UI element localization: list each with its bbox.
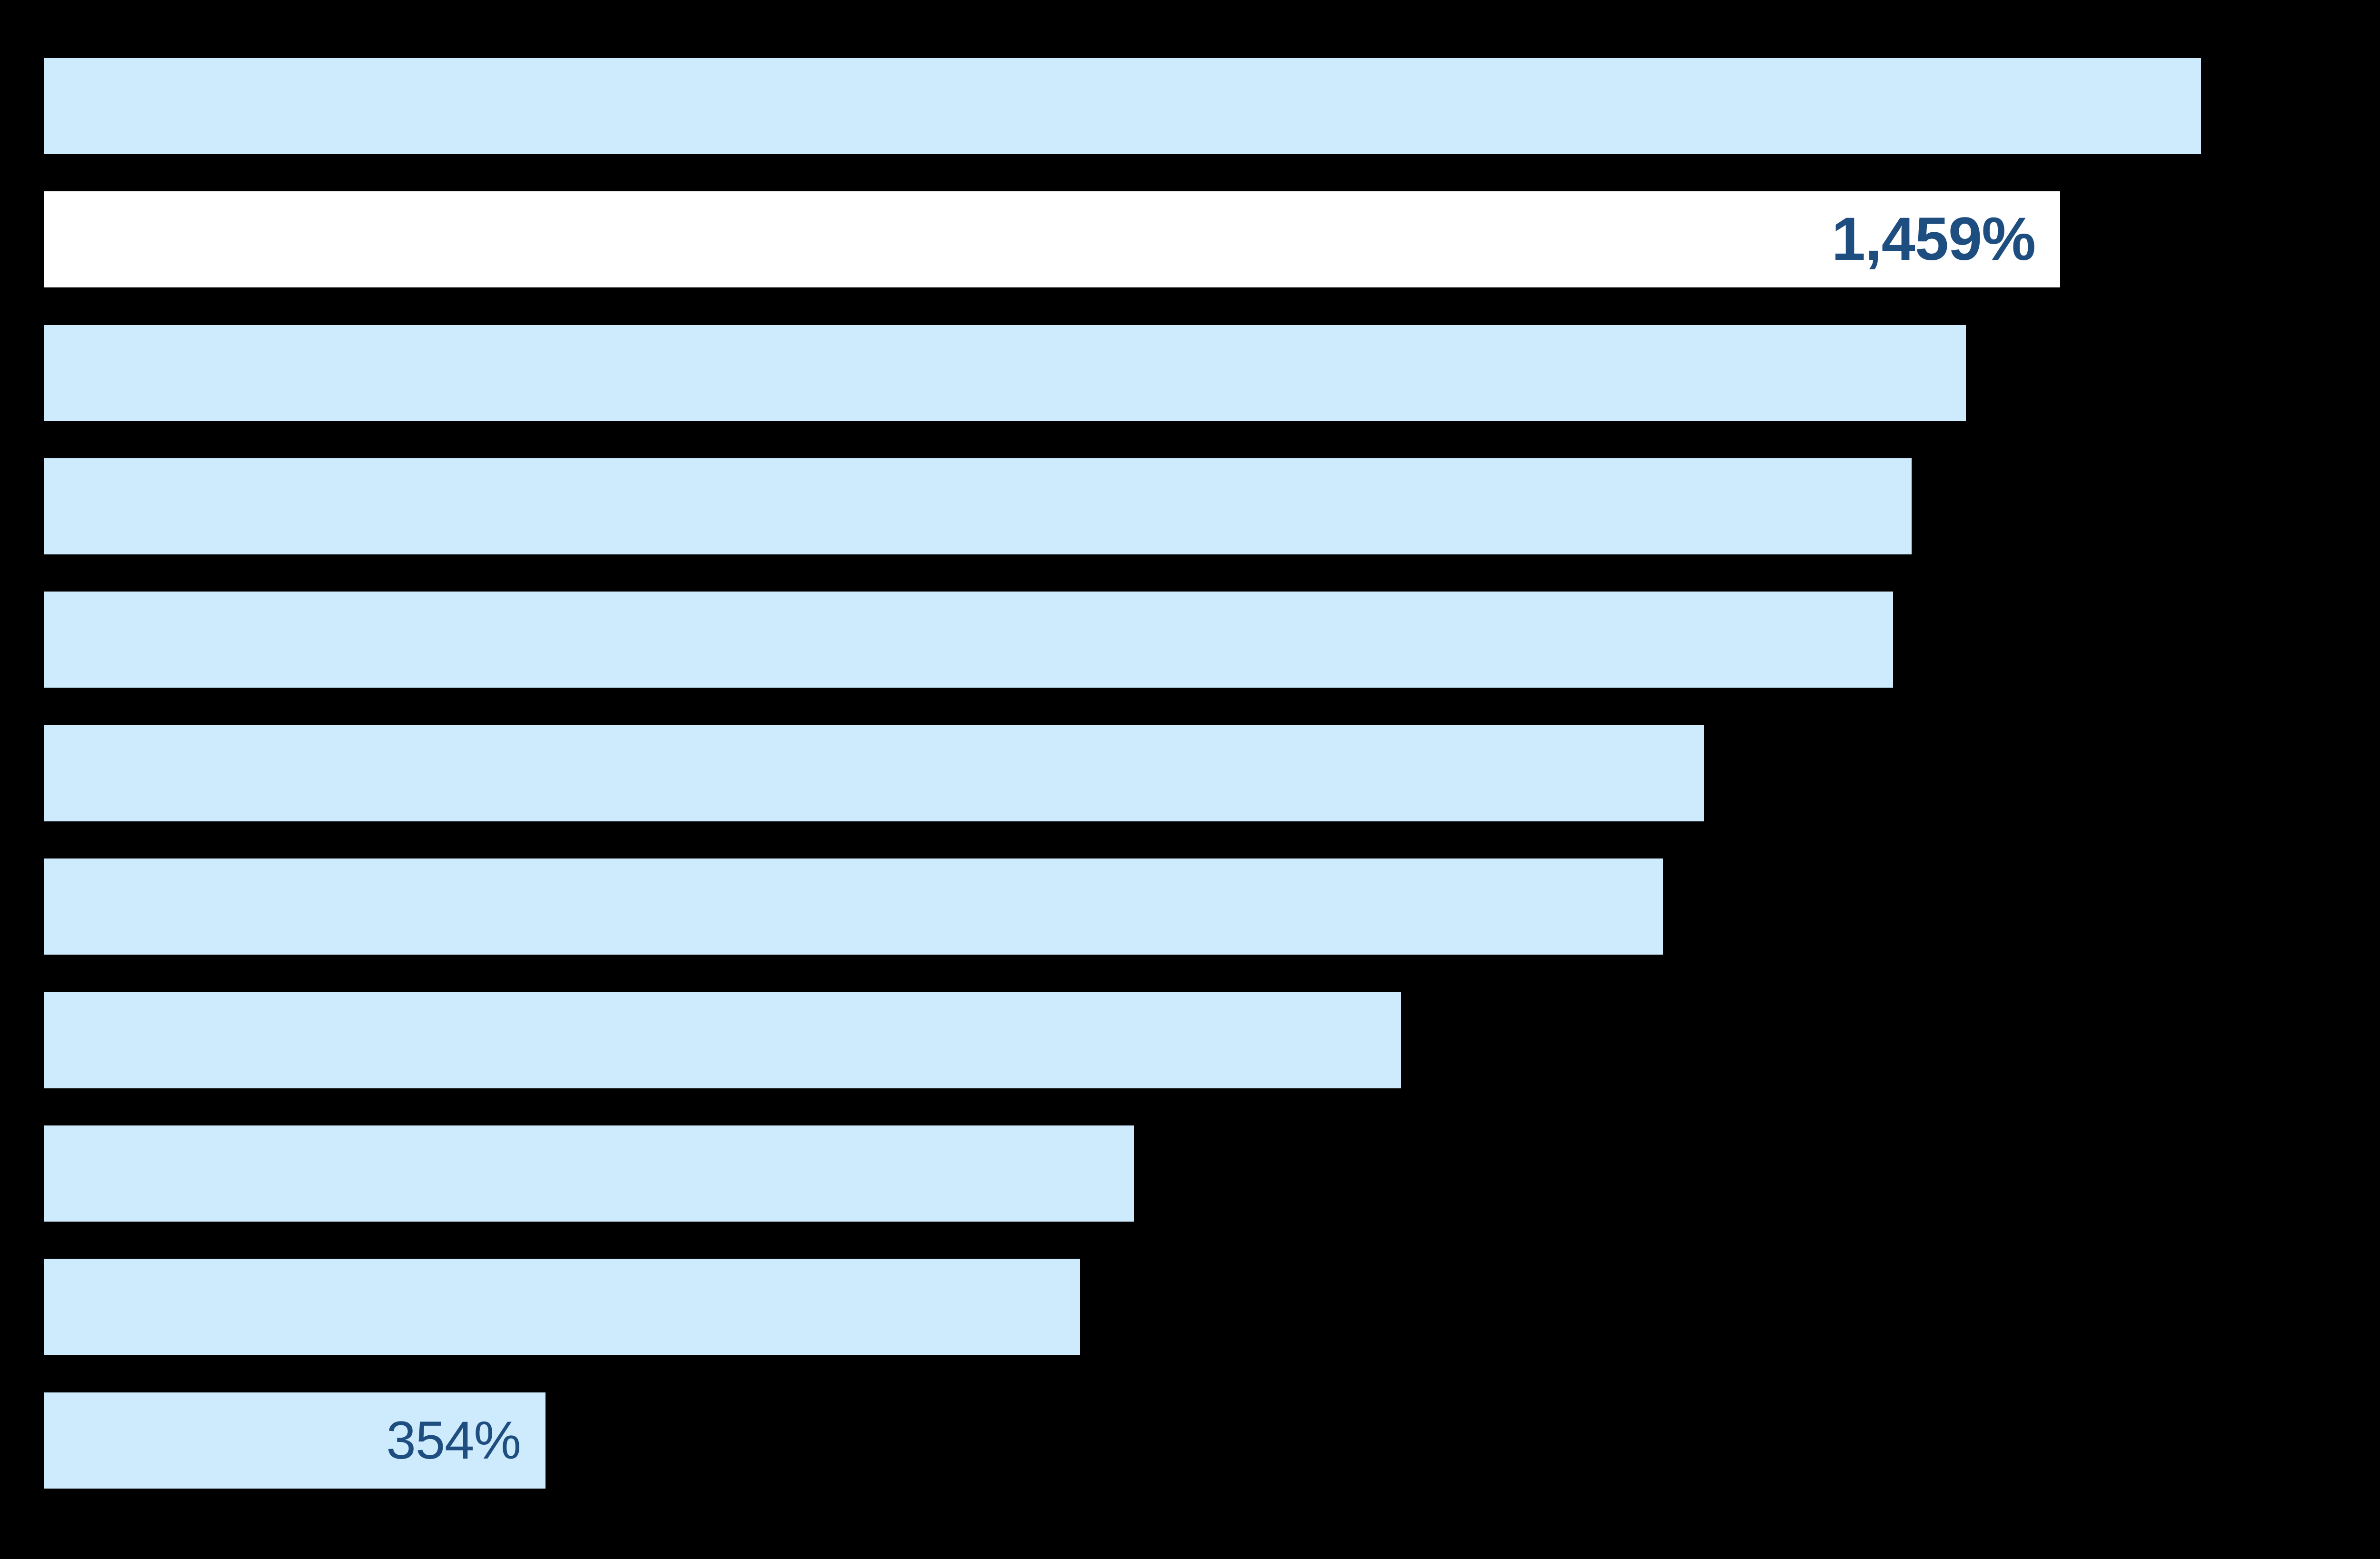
bar-row[interactable] <box>44 58 2201 154</box>
bar-row[interactable] <box>44 858 1663 955</box>
bar-row[interactable] <box>44 1125 1134 1222</box>
bar-row[interactable] <box>44 992 1401 1088</box>
bar-value-label: 354% <box>386 1411 521 1470</box>
bar-row[interactable]: 354% <box>44 1392 545 1489</box>
bar-row[interactable] <box>44 1259 1080 1355</box>
bar-row[interactable] <box>44 458 1912 554</box>
bar-row[interactable] <box>44 725 1704 821</box>
bar-row[interactable] <box>44 325 1966 421</box>
bar-row[interactable]: 1,459% <box>44 191 2060 287</box>
bar-value-label: 1,459% <box>1831 205 2036 273</box>
bar-row[interactable] <box>44 592 1893 688</box>
